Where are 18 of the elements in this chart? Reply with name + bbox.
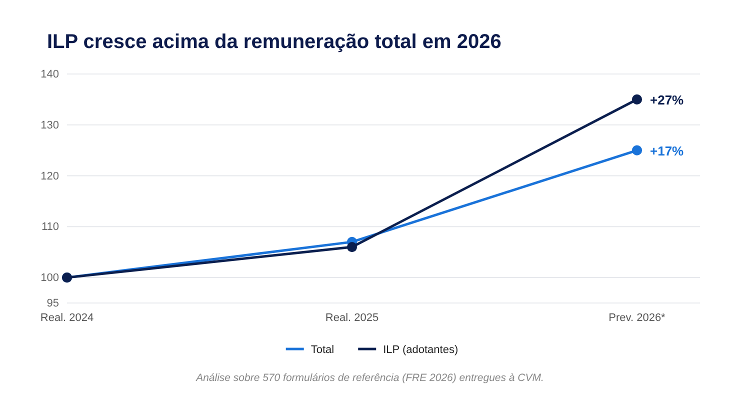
legend-label: ILP (adotantes): [383, 344, 458, 356]
y-tick-label: 140: [40, 68, 59, 81]
point: [346, 242, 358, 252]
y-tick-label: 130: [40, 119, 59, 132]
text: Análise sobre 570 formulários de referência (FRE 2026) entregues à CVM.: [195, 372, 544, 384]
y-tick-label: 95: [46, 298, 59, 310]
point: [632, 94, 642, 104]
chart-title: ILP cresce acima da remuneração total em 2026: [47, 31, 502, 53]
y-tick-label: 100: [40, 272, 59, 284]
x-tick-label: Real. 2025: [325, 312, 379, 324]
annotation: +17%: [650, 143, 684, 158]
annotation: +27%: [650, 92, 684, 108]
x-tick-label: Real. 2024: [40, 312, 94, 324]
point: [632, 145, 642, 156]
x-tick-label: Prev. 2026*: [608, 312, 666, 324]
y-tick-label: 120: [40, 170, 59, 182]
y-tick-label: 110: [41, 221, 59, 234]
legend-label: Total: [310, 344, 334, 356]
